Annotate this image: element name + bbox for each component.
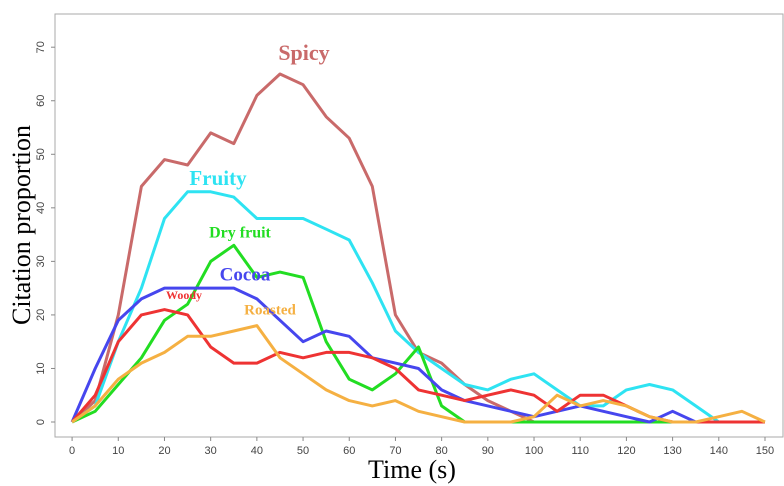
x-tick-label: 100 <box>525 445 543 457</box>
series-label: Cocoa <box>220 264 271 285</box>
y-tick-label: 0 <box>35 419 47 425</box>
series-line <box>70 308 765 424</box>
series-label: Dry fruit <box>209 225 271 242</box>
series-line <box>71 243 765 424</box>
x-tick-label: 10 <box>112 445 124 457</box>
x-tick-label: 60 <box>343 445 355 457</box>
x-tick-label: 90 <box>482 445 494 457</box>
x-tick-label: 120 <box>617 445 635 457</box>
series-label: Spicy <box>278 40 329 65</box>
x-tick-label: 30 <box>205 445 217 457</box>
x-tick-label: 80 <box>436 445 448 457</box>
x-tick-label: 140 <box>710 445 728 457</box>
x-tick-label: 50 <box>297 445 309 457</box>
y-tick-label: 10 <box>35 362 47 374</box>
x-tick-label: 130 <box>663 445 681 457</box>
x-tick-label: 110 <box>571 445 589 457</box>
series-label: Woody <box>166 288 202 302</box>
x-tick-label: 0 <box>69 445 75 457</box>
x-tick-label: 70 <box>389 445 401 457</box>
y-tick-label: 70 <box>35 41 47 53</box>
x-tick-label: 150 <box>756 445 774 457</box>
series-label: Fruity <box>189 166 247 190</box>
y-tick-label: 40 <box>35 202 47 214</box>
plot-frame <box>54 13 784 438</box>
series-label: Roasted <box>244 302 296 318</box>
series-line <box>71 190 765 424</box>
y-tick-label: 50 <box>35 148 47 160</box>
y-tick-label: 60 <box>35 95 47 107</box>
x-tick-label: 20 <box>158 445 170 457</box>
y-tick-label: 20 <box>35 309 47 321</box>
x-axis-title: Time (s) <box>368 455 456 484</box>
x-tick-label: 40 <box>251 445 263 457</box>
series-line <box>71 324 766 424</box>
y-axis-title: Citation proportion <box>7 125 36 325</box>
series-line <box>70 286 765 424</box>
y-tick-label: 30 <box>35 255 47 267</box>
